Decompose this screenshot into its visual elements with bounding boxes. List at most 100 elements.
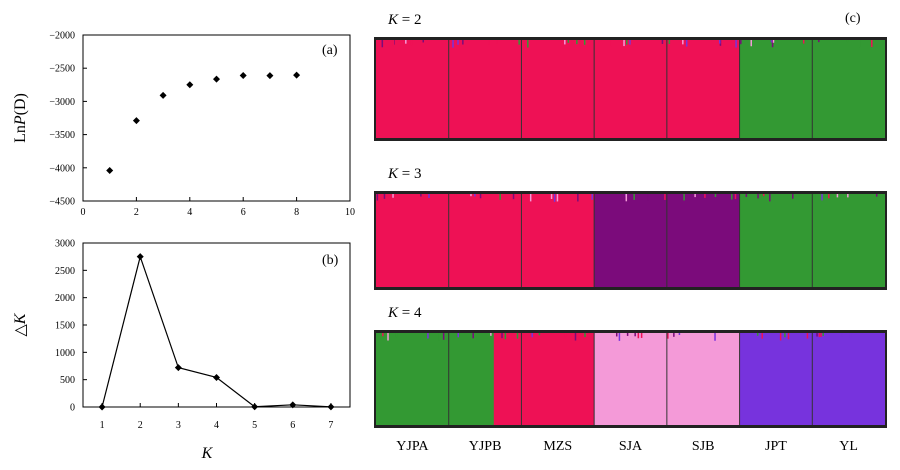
- panel-a-ytick-label: −3500: [49, 130, 75, 141]
- admixture-sliver: [822, 333, 824, 336]
- admixture-sliver: [376, 194, 379, 201]
- admixture-sliver: [457, 40, 459, 45]
- population-label-sjb: SJB: [692, 439, 715, 454]
- admixture-sliver: [564, 333, 567, 338]
- admixture-sliver: [816, 333, 818, 337]
- population-block-mzs: [521, 194, 595, 287]
- panel-a-ylabel-prefix: Ln: [12, 125, 29, 143]
- population-block-yjpa: [376, 194, 449, 287]
- panel-a-ytick-label: −4000: [49, 163, 75, 174]
- admixture-sliver: [395, 333, 398, 338]
- admixture-sliver: [757, 194, 759, 199]
- admixture-sliver: [385, 194, 388, 197]
- panel-b-point: [213, 373, 220, 381]
- admixture-sliver: [626, 40, 628, 45]
- admixture-sliver: [392, 194, 394, 198]
- admixture-sliver: [661, 40, 664, 44]
- k-value: = 3: [398, 166, 421, 182]
- population-label-yl: YL: [839, 439, 858, 454]
- panel-a-xtick-label: 0: [81, 207, 86, 218]
- panel-b-ytick-label: 3000: [55, 239, 75, 250]
- admixture-sliver: [474, 194, 476, 197]
- admixture-sliver: [731, 194, 733, 200]
- admixture-sliver: [814, 194, 816, 200]
- admixture-sliver: [828, 194, 830, 199]
- admixture-sliver: [714, 194, 717, 198]
- admixture-sliver: [499, 194, 501, 200]
- population-label-mzs: MZS: [543, 439, 572, 454]
- admixture-sliver: [518, 40, 520, 45]
- admixture-sliver: [634, 333, 636, 337]
- admixture-sliver: [871, 40, 873, 48]
- admixture-sliver: [694, 194, 696, 198]
- panel-b-xlabel: K: [201, 445, 214, 462]
- population-label-jpt: JPT: [765, 439, 787, 454]
- admixture-sliver: [538, 333, 541, 336]
- panel-c-pop-labels: YJPA YJPB MZS SJA SJB JPT YL: [396, 439, 858, 454]
- admixture-sliver: [792, 194, 794, 199]
- admixture-sliver: [438, 333, 441, 341]
- admixture-sliver: [567, 40, 570, 43]
- admixture-sliver: [846, 40, 849, 43]
- structure-row-k3: K = 3: [374, 166, 887, 290]
- admixture-sliver: [529, 194, 532, 202]
- admixture-sliver: [678, 333, 681, 336]
- admixture-sliver: [875, 194, 878, 197]
- admixture-sliver: [734, 194, 737, 200]
- panel-b-xtick-label: 4: [214, 420, 219, 431]
- admixture-sliver: [640, 333, 643, 338]
- admixture-sliver: [512, 194, 515, 200]
- panel-a-xtick-label: 6: [241, 207, 246, 218]
- panel-b-ylabel: △K: [12, 312, 29, 336]
- admixture-sliver: [504, 333, 507, 340]
- admixture-sliver: [597, 194, 600, 199]
- structure-row-label: K = 2: [387, 12, 421, 28]
- admixture-sliver: [745, 194, 748, 197]
- admixture-sliver: [516, 333, 519, 339]
- admixture-sliver: [556, 194, 559, 202]
- admixture-sliver: [584, 333, 586, 338]
- population-block-mzs: [521, 40, 595, 138]
- admixture-sliver: [454, 194, 457, 197]
- population-block-mzs: [521, 333, 595, 425]
- admixture-sliver: [849, 333, 852, 339]
- panel-a-ylabel-italic: P: [12, 115, 29, 126]
- admixture-sliver: [737, 333, 739, 341]
- admixture-sliver: [756, 333, 759, 336]
- panel-a-points: [106, 71, 301, 174]
- panel-a-point: [159, 91, 167, 99]
- panel-b-point: [136, 253, 144, 261]
- panel-a-point: [132, 117, 140, 125]
- admixture-sliver: [410, 40, 413, 46]
- population-block-sjb: [666, 194, 740, 287]
- admixture-sliver: [626, 333, 629, 336]
- population-block-jpt: [739, 333, 813, 425]
- admixture-sliver: [633, 194, 635, 200]
- admixture-sliver: [704, 194, 706, 198]
- population-block-admix: [493, 333, 522, 425]
- panel-b-point: [174, 364, 182, 372]
- admixture-sliver: [531, 333, 533, 338]
- population-block-sja: [594, 40, 667, 138]
- admixture-sliver: [683, 194, 685, 201]
- panel-b-ytick-label: 1000: [55, 348, 75, 359]
- panel-a-xtick-label: 8: [294, 207, 299, 218]
- admixture-sliver: [818, 333, 821, 338]
- admixture-sliver: [591, 194, 593, 200]
- panel-b-xtick-label: 1: [100, 420, 105, 431]
- admixture-sliver: [718, 40, 721, 44]
- panel-b-ytick-label: 1500: [55, 321, 75, 332]
- population-block-jpt: [739, 194, 813, 287]
- panel-a-point: [213, 75, 220, 83]
- admixture-sliver: [582, 333, 585, 338]
- admixture-sliver: [802, 40, 805, 44]
- admixture-sliver: [382, 333, 384, 337]
- admixture-sliver: [490, 333, 492, 336]
- admixture-sliver: [841, 333, 843, 337]
- k-symbol: K: [387, 12, 399, 28]
- admixture-sliver: [806, 333, 809, 339]
- admixture-sliver: [798, 194, 800, 198]
- admixture-sliver: [496, 40, 498, 44]
